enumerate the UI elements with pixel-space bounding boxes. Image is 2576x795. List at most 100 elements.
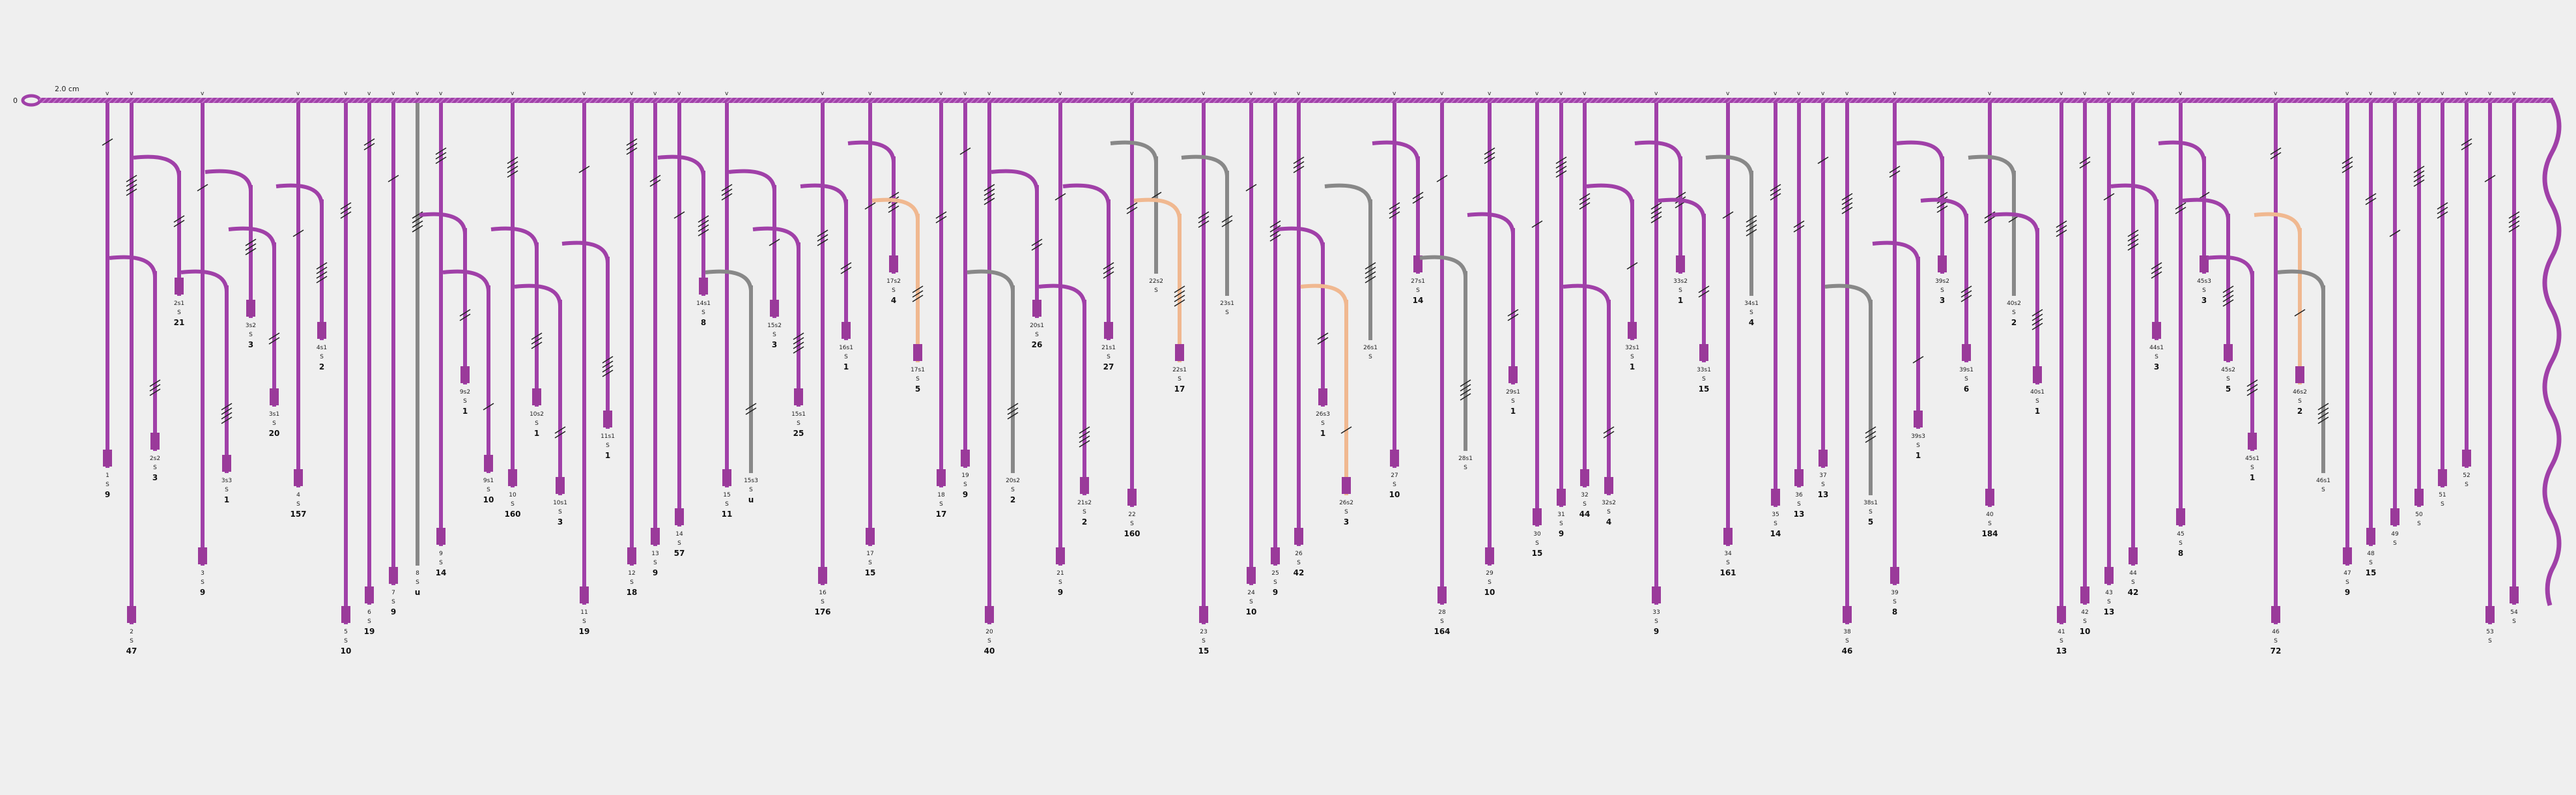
single-knot	[2437, 207, 2448, 214]
single-knot	[412, 220, 423, 228]
single-knot	[1126, 202, 1138, 210]
spin-label: S	[487, 487, 490, 493]
single-knot	[1603, 426, 1615, 434]
single-knot	[1984, 216, 1996, 224]
cord-39s2: 39s2 S 3	[1896, 140, 1949, 305]
attachment-mark: v	[1393, 91, 1396, 97]
single-knot	[912, 290, 924, 298]
long-knot	[2176, 508, 2185, 525]
cord-45s1: 45s1 S 1	[2206, 255, 2259, 482]
spin-label: S	[939, 501, 943, 508]
single-knot	[1103, 271, 1114, 279]
long-knot	[270, 388, 279, 405]
single-knot	[2508, 216, 2520, 224]
long-knot	[460, 366, 470, 383]
single-knot	[1865, 431, 1876, 439]
single-knot	[412, 225, 423, 233]
cord-id-label: 18	[937, 492, 945, 499]
long-knot	[985, 606, 994, 623]
primary-cord-loop	[21, 94, 42, 107]
spin-label: S	[630, 579, 634, 586]
cord-39s3: 39s3 S 1	[1872, 240, 1925, 460]
spin-label: S	[439, 560, 443, 566]
spin-label: S	[1416, 287, 1420, 294]
cord-value: 2	[319, 362, 324, 371]
single-knot	[840, 267, 852, 274]
single-knot	[2175, 207, 2187, 214]
spin-label: S	[606, 442, 610, 449]
single-knot	[602, 360, 614, 368]
primary-cord: 0 2.0 cm	[13, 85, 2562, 607]
single-knot	[1746, 215, 1757, 223]
attachment-mark: v	[1130, 91, 1134, 97]
cord-value: 26	[1032, 340, 1043, 349]
long-knot	[1628, 322, 1637, 339]
cord-4s1: 4s1 S 2	[276, 183, 328, 371]
spin-label: S	[201, 579, 205, 586]
long-knot	[889, 255, 898, 272]
cord-26s2: 26s2 S 3	[1300, 283, 1353, 527]
subsidiary-attachment	[133, 154, 181, 178]
cord-value: 1	[1916, 451, 1921, 460]
single-knot	[1365, 276, 1376, 283]
cord-30: v 30 S 15	[1531, 91, 1543, 558]
single-knot	[649, 175, 661, 182]
single-knot	[912, 285, 924, 293]
single-knot	[221, 416, 233, 424]
cord-10s2: 10s2 S 1	[490, 226, 544, 438]
cord-9: v 9 S 14	[435, 91, 447, 577]
attachment-mark: v	[987, 91, 991, 97]
cord-value: 9	[105, 490, 110, 499]
cord-id-label: 21s2	[1077, 500, 1092, 506]
cord-value: 1	[2035, 407, 2040, 416]
cord-15s1: 15s1 S 25	[752, 226, 806, 438]
attachment-mark: v	[677, 91, 681, 97]
single-knot	[1174, 285, 1185, 293]
cord-value: 44	[1579, 510, 1591, 519]
subsidiary-attachment	[1062, 183, 1111, 207]
long-knot	[2224, 344, 2233, 361]
single-knot	[316, 267, 328, 274]
cord-16s1: 16s1 S 1	[800, 183, 853, 371]
spin-label: S	[749, 487, 753, 493]
spin-label: S	[2345, 579, 2349, 586]
spin-label: S	[177, 310, 181, 316]
attachment-mark: v	[2059, 91, 2063, 97]
single-knot	[2317, 412, 2329, 420]
single-knot	[1198, 220, 1210, 228]
spin-label: S	[2488, 638, 2492, 644]
long-knot	[794, 388, 803, 405]
single-knot	[745, 403, 757, 411]
cord-value: 9	[200, 588, 205, 597]
cord-value: 8	[1892, 607, 1897, 616]
cord-id-label: 16s1	[839, 345, 853, 351]
cord-value: 3	[1344, 517, 1349, 527]
single-knot	[412, 216, 423, 224]
long-knot	[2271, 606, 2280, 623]
attachment-mark: v	[201, 91, 205, 97]
single-knot	[817, 238, 828, 246]
cord-id-label: 20s1	[1030, 323, 1044, 329]
cord-id-label: 22s1	[1172, 367, 1187, 373]
single-knot	[1103, 267, 1114, 274]
single-knot	[363, 138, 375, 146]
single-knot	[2317, 407, 2329, 415]
cord-3: v 3 S 9	[197, 91, 208, 597]
long-knot	[150, 433, 160, 450]
spin-label: S	[1273, 579, 1277, 586]
spin-label: S	[987, 638, 991, 644]
cord-1: v 1 S 9	[102, 91, 113, 499]
cord-value: 2	[2011, 318, 2017, 327]
spin-label: S	[1488, 579, 1492, 586]
spin-label: S	[391, 599, 395, 605]
cord-19: v 19 S 9	[959, 91, 971, 499]
cord-24: v 24 S 10	[1245, 91, 1257, 616]
single-knot	[2413, 179, 2425, 187]
cord-value: 9	[1559, 529, 1564, 538]
spin-label: S	[2155, 354, 2158, 360]
cord-value: 3	[248, 340, 253, 349]
single-knot	[1174, 295, 1185, 302]
single-knot	[935, 216, 947, 224]
